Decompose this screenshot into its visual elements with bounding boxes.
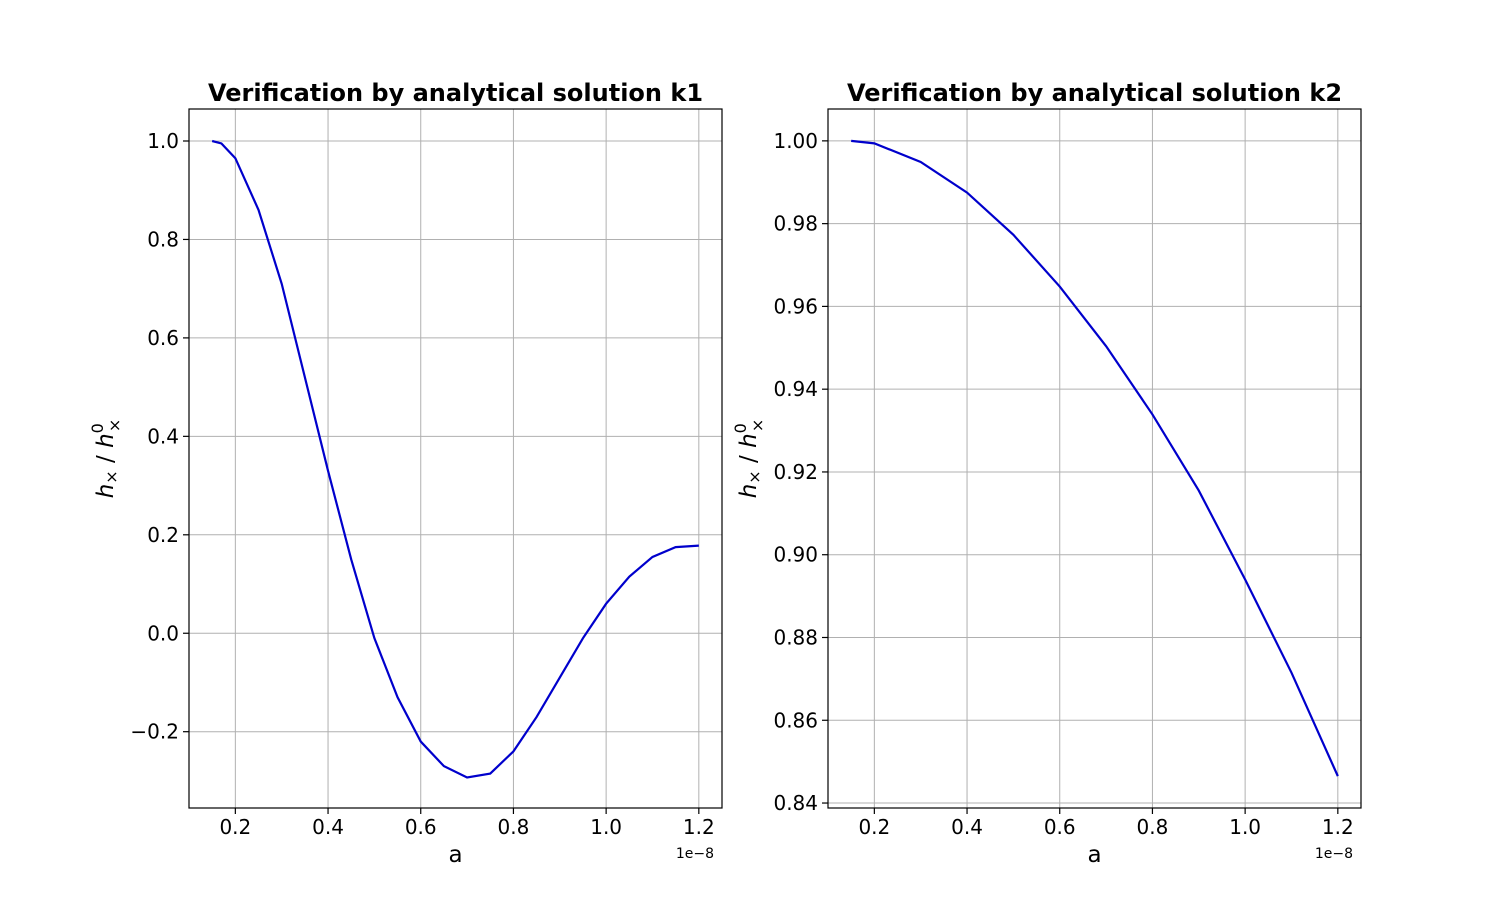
y-axis-label-part: × [102, 470, 121, 483]
x-tick-label: 0.8 [498, 815, 530, 839]
y-tick-label: 0.4 [147, 424, 179, 448]
y-axis-label-part: / [736, 448, 762, 470]
plot-frame [188, 108, 723, 809]
series-line [211, 139, 699, 779]
y-axis-label: h× / h0× [88, 419, 124, 499]
x-tick-label: 0.6 [405, 815, 437, 839]
x-axis-label: a [448, 842, 462, 868]
x-tick-label: 0.4 [312, 815, 344, 839]
y-axis-label-part: 0 [731, 423, 750, 433]
y-tick-label: 0.92 [773, 460, 818, 484]
series-line [851, 139, 1339, 777]
y-axis-label: h× / h0× [731, 419, 767, 499]
chart-panel-k1: 0.2 0.4 0.6 0.8 1.0 1.2 −0.2 0.0 0.2 0.4 0.6 0.8 1.0… [88, 79, 723, 868]
y-tick-label: −0.2 [130, 720, 179, 744]
y-tick-label: 0.6 [147, 326, 179, 350]
chart-title: Verification by analytical solution k1 [208, 79, 703, 107]
y-tick-label: 0.88 [773, 625, 818, 649]
y-axis-label-part: h [736, 484, 762, 499]
y-axis-label-part: h [93, 484, 119, 499]
x-tick-label: 0.2 [219, 815, 251, 839]
y-tick-label: 0.2 [147, 523, 179, 547]
y-axis-label-part: × [745, 470, 764, 483]
y-axis-label-part: / [93, 448, 119, 470]
y-axis-label-part: h [93, 433, 119, 448]
y-tick-label: 0.90 [773, 543, 818, 567]
plot-frame [827, 108, 1362, 809]
y-tick-label: 0.86 [773, 708, 818, 732]
y-axis-label-part: 0 [88, 423, 107, 433]
y-tick-label: 0.84 [773, 791, 818, 815]
y-axis-label-part: × [748, 419, 767, 432]
chart-panel-k2: 0.2 0.4 0.6 0.8 1.0 1.2 0.84 0.86 0.88 0.90 0.92 0.… [731, 79, 1362, 868]
y-tick-label: 0.8 [147, 227, 179, 251]
y-tick-label: 0.98 [773, 212, 818, 236]
x-tick-label: 1.2 [683, 815, 715, 839]
x-axis-label: a [1087, 842, 1101, 868]
x-tick-label: 0.6 [1044, 815, 1076, 839]
y-tick-label: 0.94 [773, 377, 818, 401]
y-tick-label: 1.0 [147, 129, 179, 153]
x-offset-text: 1e−8 [1315, 846, 1353, 862]
x-tick-label: 1.0 [1229, 815, 1261, 839]
y-tick-label: 0.96 [773, 294, 818, 318]
x-offset-text: 1e−8 [676, 846, 714, 862]
x-tick-label: 0.8 [1137, 815, 1169, 839]
x-tick-label: 0.2 [858, 815, 890, 839]
y-axis-label-part: × [105, 419, 124, 432]
chart-title: Verification by analytical solution k2 [847, 79, 1342, 107]
x-tick-label: 1.2 [1322, 815, 1354, 839]
y-tick-label: 1.00 [773, 129, 818, 153]
x-tick-label: 0.4 [951, 815, 983, 839]
y-axis-label-part: h [736, 433, 762, 448]
x-tick-label: 1.0 [590, 815, 622, 839]
y-tick-label: 0.0 [147, 621, 179, 645]
